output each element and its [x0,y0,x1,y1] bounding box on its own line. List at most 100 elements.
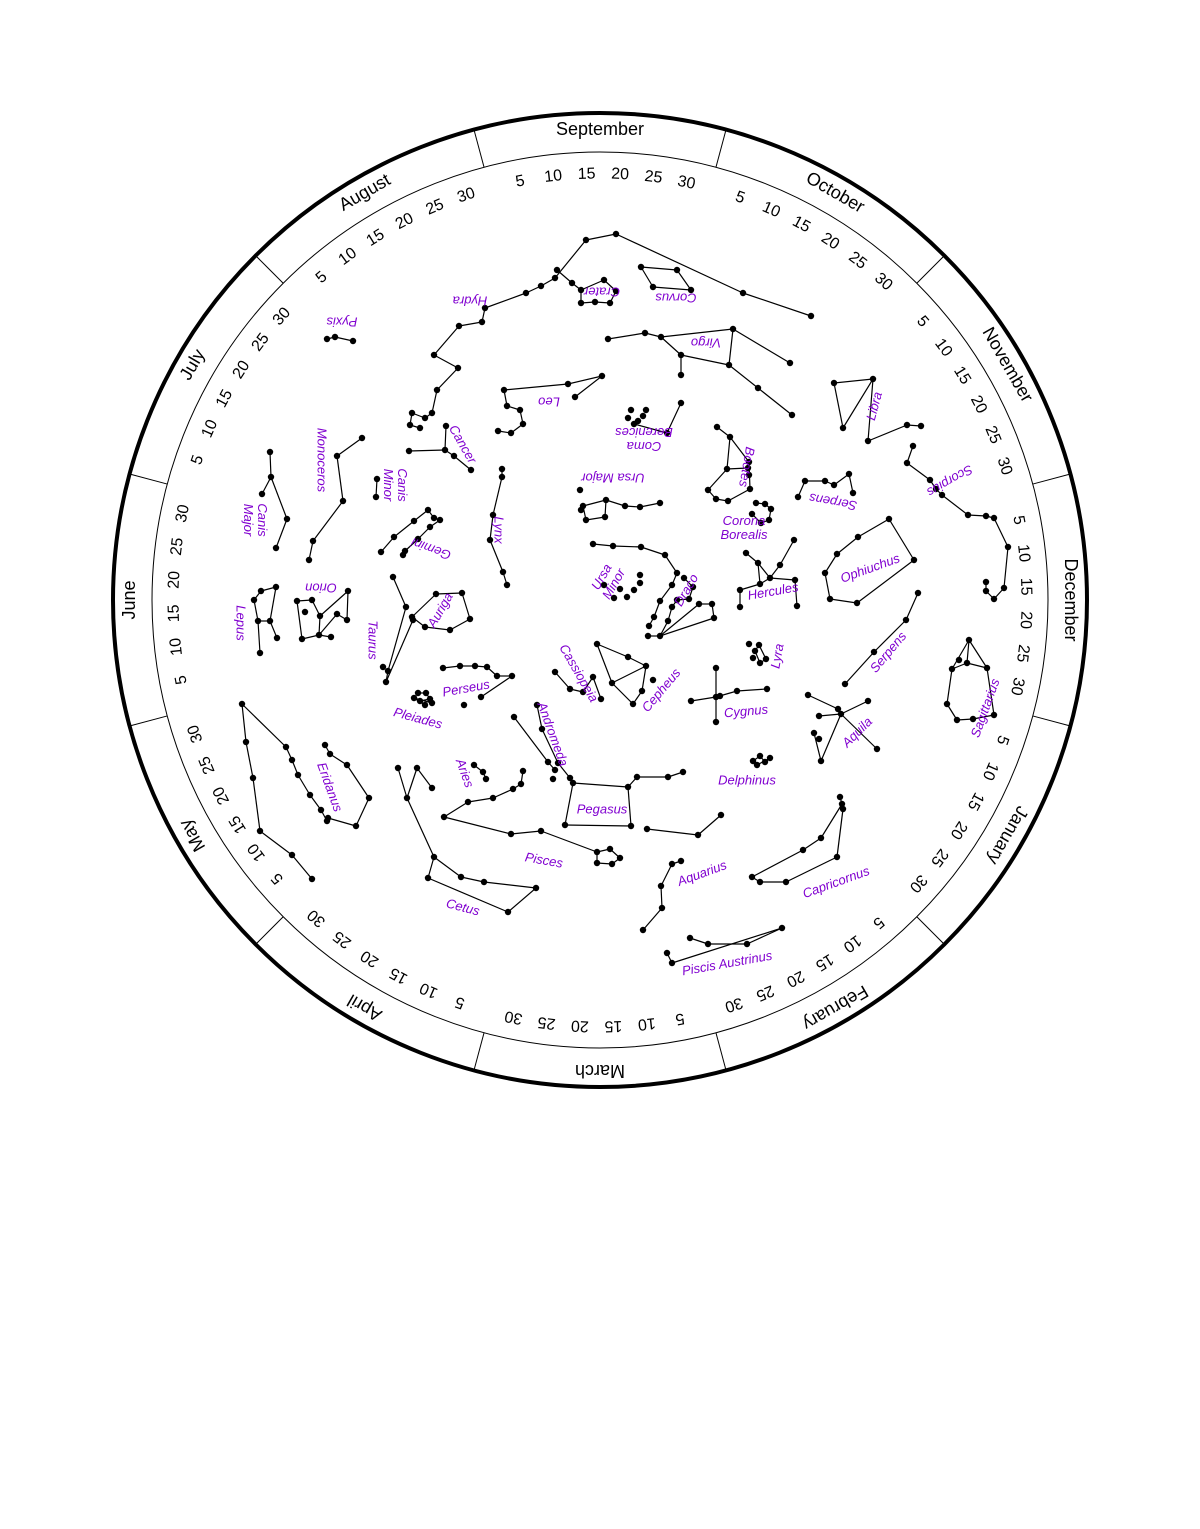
canis-major-label: CanisMajor [242,503,271,537]
crater-label: Crater [583,285,620,300]
corona-star [767,505,775,513]
aquarius-star [677,857,685,865]
coma-star [630,420,638,428]
cygnus-star [763,685,771,693]
canis-major-star [258,490,266,498]
perseus-line [480,675,513,698]
ophiuchus-star [910,556,918,564]
cassiopeia-star [589,673,597,681]
hydra-star [408,409,416,417]
cygnus-line [736,688,768,692]
day-label: 30 [270,304,295,329]
pegasus-line [627,786,632,827]
serpens-caput-star [845,470,853,478]
virgo-line [728,328,734,366]
monoceros-line [336,437,363,457]
day-label: 20 [946,818,970,842]
lepus-line [269,586,277,622]
draco-star [668,603,676,611]
cygnus-line [690,696,717,702]
pisces-line [443,801,469,818]
hydra-star [406,421,414,429]
orion-star [327,633,335,641]
pisces-star [608,860,616,868]
cepheus-star [608,679,616,687]
eridanus-star [306,791,314,799]
sagittarius-star [963,659,971,667]
canis-major-line [270,476,288,520]
ophiuchus-star [826,595,834,603]
hydra-label: Hydra [453,294,488,309]
perseus-star [493,672,501,680]
taurus-star [379,663,387,671]
day-label: 30 [455,185,477,207]
day-label: 5 [674,1009,686,1027]
auriga-star [458,589,466,597]
virgo-star [725,361,733,369]
bootes-star [744,464,752,472]
hydra-line [436,367,459,391]
orion-star [298,635,306,643]
andromeda-star [538,725,546,733]
lyra-label: Lyra [767,642,786,669]
aquarius-line [660,885,663,909]
month-divider [255,916,284,945]
orion-star [308,596,316,604]
orion-star [344,587,352,595]
cygnus-star [687,697,695,705]
sagittarius-star [948,665,956,673]
scorpius-star [982,512,990,520]
month-divider [1032,473,1071,485]
serpens-cauda-star [870,648,878,656]
cancer-star [450,452,458,460]
pegasus-star [561,821,569,829]
day-label: 30 [871,270,896,295]
ursa-major-star [576,486,584,494]
libra-line [867,424,908,442]
pegasus-star [624,783,632,791]
virgo-star [754,384,762,392]
day-label: 5 [172,674,190,686]
pisces-star [616,854,624,862]
lyra-star [745,640,753,648]
draco-star [673,596,681,604]
month-divider [129,473,168,485]
serpens-caput-star [794,493,802,501]
virgo-star [657,333,665,341]
ophiuchus-line [824,553,838,574]
lepus-star [266,617,274,625]
crater-star [577,286,585,294]
aquila-star [815,735,823,743]
leo-star [503,402,511,410]
day-label: 20 [1017,611,1035,630]
hydra-star [481,304,489,312]
serpens-caput-star [801,477,809,485]
bootes-star [724,497,732,505]
day-label: 20 [210,783,233,807]
cetus-line [483,881,537,889]
coma-star [677,399,685,407]
auriga-line [449,618,471,631]
day-label: 15 [213,387,236,411]
pegasus-line [564,824,632,827]
lynx-label: Lynx [492,516,507,544]
corona-star [765,516,773,524]
virgo-line [757,387,793,416]
ophiuchus-star [833,550,841,558]
aquarius-star [694,831,702,839]
scorpius-star [903,459,911,467]
day-label: 10 [1014,543,1033,563]
sagittarius-star [990,711,998,719]
bootes-star [726,433,734,441]
serpens-cauda-line [844,651,875,685]
day-label: 25 [643,168,663,187]
sagittarius-line [951,639,970,670]
cepheus-line [611,682,634,705]
cetus-star [413,764,421,772]
cancer-line [408,449,446,452]
gemini-star [390,533,398,541]
aquila-star [837,710,845,718]
hydra-star [428,409,436,417]
ursa-minor-line [592,543,614,547]
lepus-star [256,649,264,657]
